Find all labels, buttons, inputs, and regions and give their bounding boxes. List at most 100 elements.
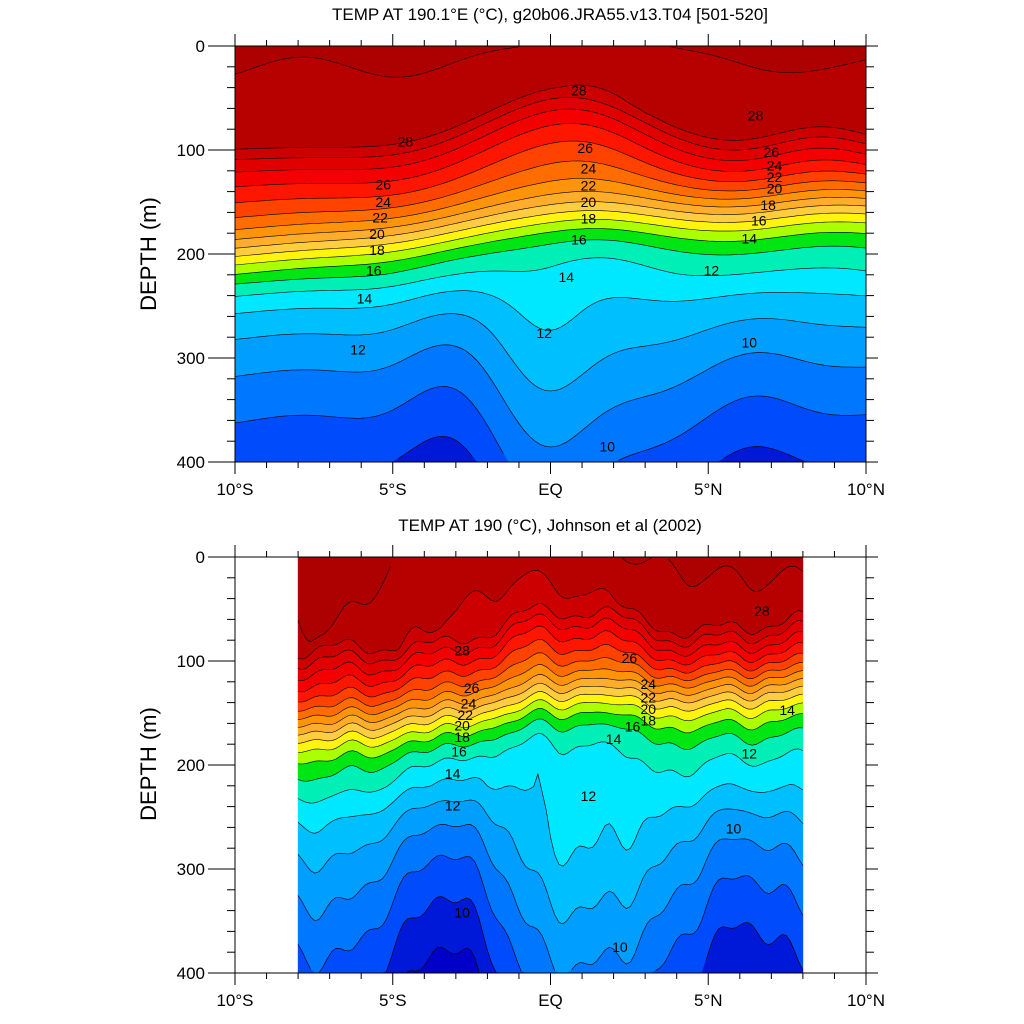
contour-label: 14 <box>606 731 622 747</box>
panel-model: TEMP AT 190.1°E (°C), g20b06.JRA55.v13.T… <box>136 5 885 499</box>
temp-band <box>298 947 803 973</box>
contour-label: 12 <box>741 746 757 762</box>
contour-line <box>234 97 867 160</box>
contour-label: 28 <box>754 603 770 619</box>
contour-line <box>234 123 867 187</box>
y-tick-label: 0 <box>196 37 205 56</box>
contour-line <box>234 386 867 461</box>
contour-label: 20 <box>454 717 470 733</box>
contour-label: 16 <box>751 213 767 229</box>
contour-line <box>298 708 803 765</box>
contour-line <box>298 570 803 660</box>
contour-label: 16 <box>451 743 467 759</box>
contour-label: 24 <box>767 158 783 174</box>
contour-label: 22 <box>372 210 388 226</box>
contour-line <box>297 557 804 643</box>
y-tick-label: 300 <box>177 860 205 879</box>
contour-line <box>297 823 804 971</box>
temperature-fields <box>234 45 867 463</box>
contour-label: 28 <box>454 643 470 659</box>
contour-line <box>298 664 803 720</box>
contour-line <box>298 718 803 782</box>
contour-label: 26 <box>577 140 593 156</box>
contour-label: 14 <box>558 269 574 285</box>
contour-line <box>234 201 867 249</box>
contour-line <box>297 799 804 925</box>
y-tick-label: 200 <box>177 756 205 775</box>
contour-label: 26 <box>375 176 391 192</box>
x-tick-label: 5°N <box>694 991 723 1010</box>
y-tick-label: 100 <box>177 652 205 671</box>
contour-line <box>297 733 804 804</box>
contour-label: 14 <box>741 230 757 246</box>
contour-label: 12 <box>350 342 366 358</box>
contour-label: 26 <box>464 680 480 696</box>
contour-line <box>298 674 803 728</box>
contour-label: 24 <box>641 676 657 692</box>
contour-label: 18 <box>581 211 597 227</box>
contour-lines <box>297 557 804 973</box>
contour-line <box>298 613 803 682</box>
contour-line <box>234 178 867 230</box>
x-tick-label: 10°S <box>216 991 253 1010</box>
contour-label: 16 <box>571 231 587 247</box>
contour-line <box>298 652 803 712</box>
x-tick-label: 10°S <box>216 480 253 499</box>
x-tick-label: 10°N <box>847 991 885 1010</box>
contour-line <box>386 896 804 973</box>
contour-label: 28 <box>571 83 587 99</box>
panel-title: TEMP AT 190.1°E (°C), g20b06.JRA55.v13.T… <box>332 5 768 24</box>
axes: 0 100 200 300 400 10°S 5°S EQ 5°N 10°N <box>177 545 885 1010</box>
contour-label: 10 <box>741 334 757 350</box>
contour-label: 22 <box>767 169 783 185</box>
contour-line <box>234 210 867 257</box>
y-tick-label: 200 <box>177 245 205 264</box>
contour-label: 20 <box>581 194 597 210</box>
contour-label: 10 <box>454 905 470 921</box>
contour-line <box>298 603 803 670</box>
x-tick-label: EQ <box>538 991 563 1010</box>
contour-label: 18 <box>641 712 657 728</box>
contour-label: 12 <box>704 263 720 279</box>
contour-line <box>407 946 480 972</box>
contour-line <box>234 257 867 297</box>
panel-observations: TEMP AT 190 (°C), Johnson et al (2002) D… <box>136 516 885 1010</box>
contour-line <box>298 639 803 703</box>
y-tick-label: 400 <box>177 453 205 472</box>
contour-line <box>234 290 867 331</box>
contour-label: 22 <box>641 689 657 705</box>
y-tick-label: 0 <box>196 548 205 567</box>
contour-label: 26 <box>622 650 638 666</box>
contour-line <box>234 140 867 203</box>
contour-label: 18 <box>760 197 776 213</box>
contour-line <box>234 219 867 266</box>
contour-line <box>298 625 803 693</box>
temperature-fields <box>297 556 804 974</box>
contour-label: 20 <box>369 226 385 242</box>
y-axis-label: DEPTH (m) <box>136 197 161 311</box>
y-tick-label: 400 <box>177 964 205 983</box>
contour-line <box>234 344 867 448</box>
x-tick-label: 5°S <box>379 991 407 1010</box>
contour-label: 22 <box>458 707 474 723</box>
contour-label: 16 <box>625 719 641 735</box>
contour-label: 14 <box>445 765 461 781</box>
panel-title: TEMP AT 190 (°C), Johnson et al (2002) <box>398 516 702 535</box>
x-tick-label: 10°N <box>847 480 885 499</box>
contour-label: 14 <box>779 702 795 718</box>
contour-line <box>234 228 867 275</box>
contour-line <box>234 46 867 78</box>
contour-lines <box>234 46 867 461</box>
contour-label: 22 <box>581 177 597 193</box>
contour-label: 26 <box>764 144 780 160</box>
contour-line <box>298 691 803 744</box>
contour-line <box>234 84 867 150</box>
contour-label: 18 <box>369 242 385 258</box>
contour-label: 20 <box>767 180 783 196</box>
contour-label: 24 <box>581 161 597 177</box>
x-tick-label: EQ <box>538 480 563 499</box>
contour-label: 10 <box>600 438 616 454</box>
